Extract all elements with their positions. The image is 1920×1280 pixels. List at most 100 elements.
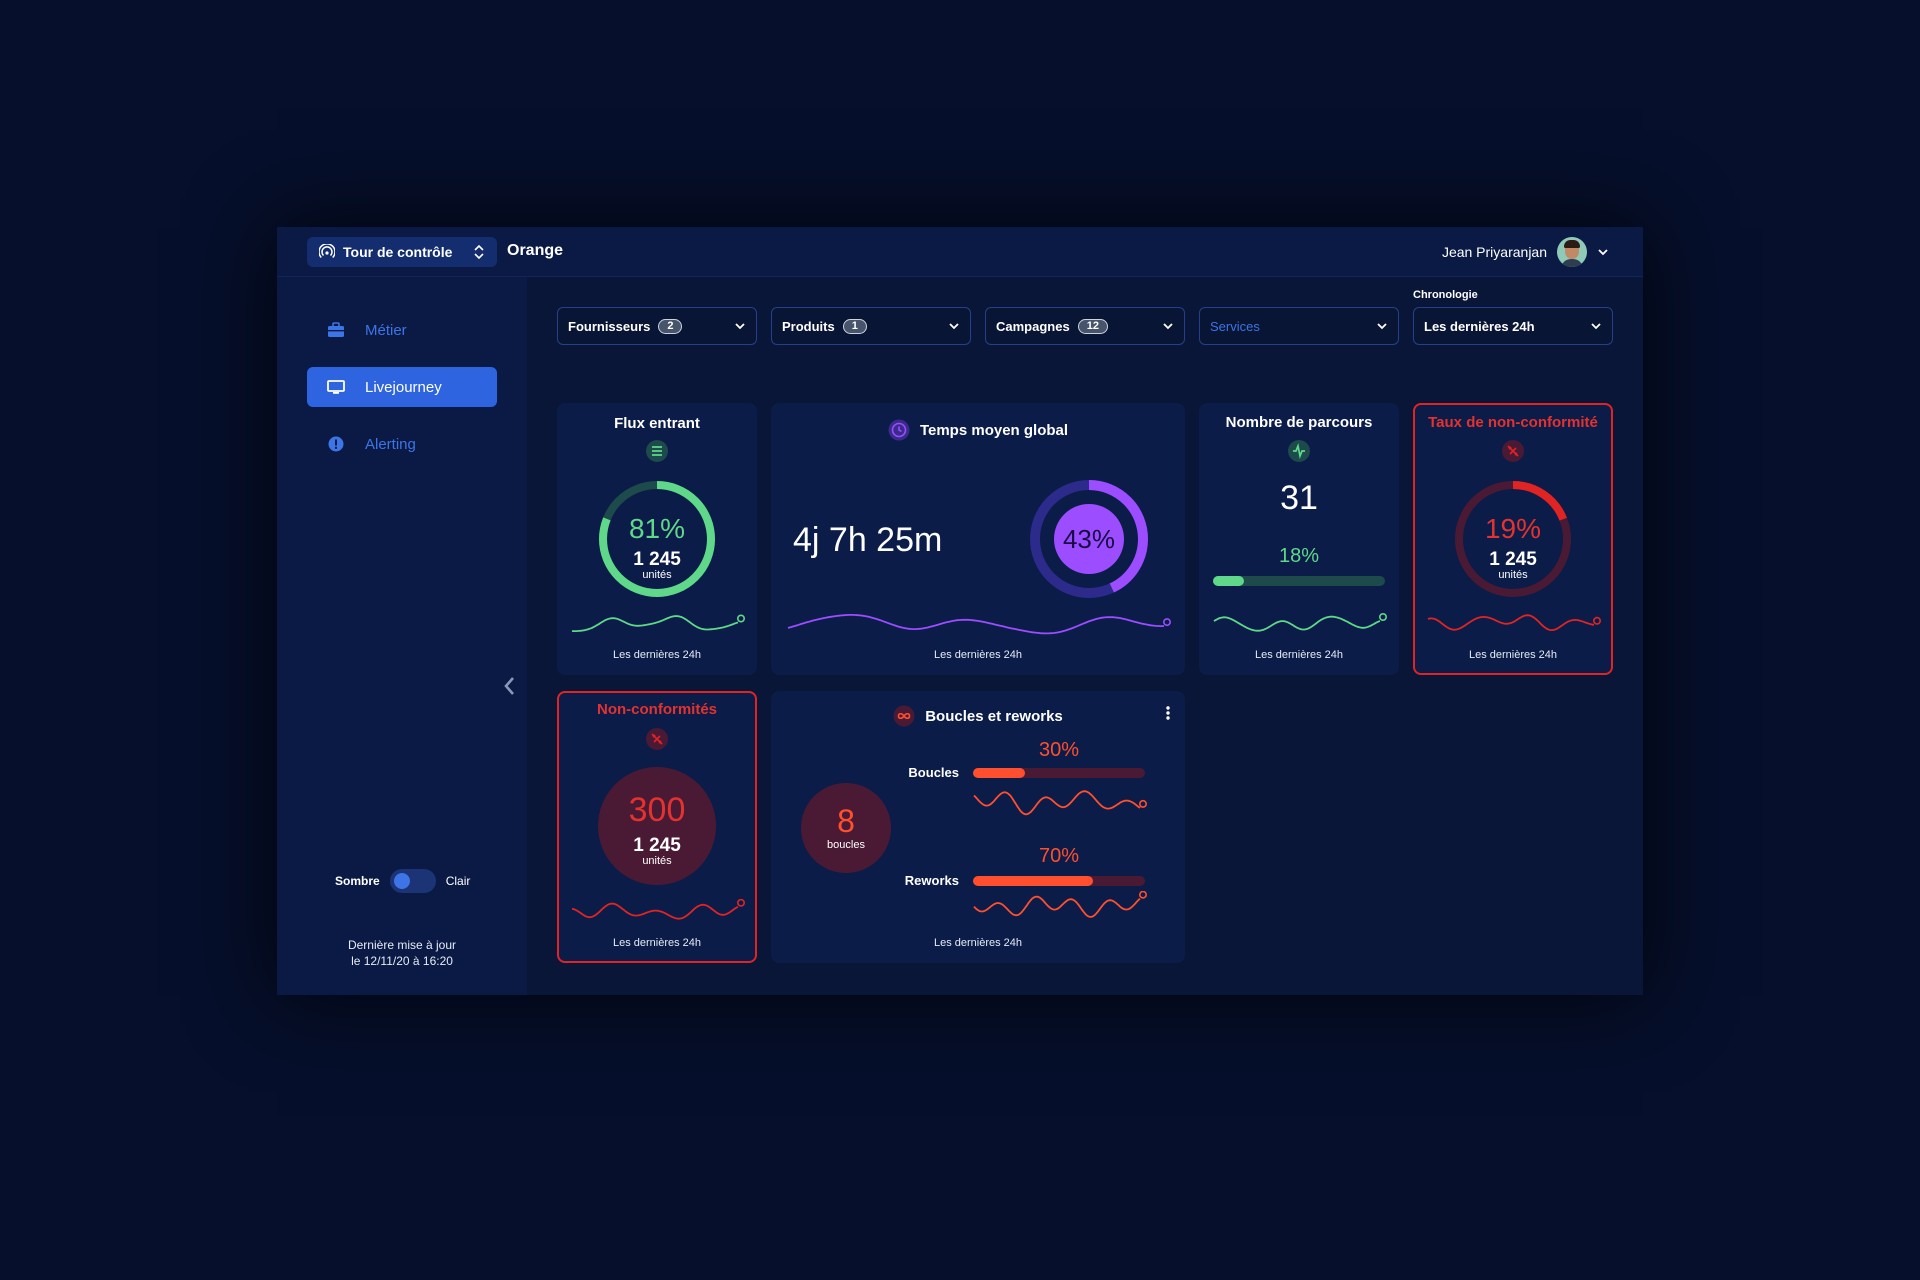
boucles-label: Boucles (908, 765, 959, 780)
boucles-sparkline (973, 790, 1147, 816)
alert-icon (328, 436, 344, 452)
pulse-icon (1288, 440, 1310, 462)
sidebar-item-label: Alerting (365, 435, 416, 453)
taux-unit: unités (1498, 569, 1528, 581)
app-window: Tour de contrôle Orange Jean Priyaranjan… (277, 227, 1643, 995)
card-footer: Les dernières 24h (612, 649, 702, 661)
flux-sparkline (571, 614, 745, 632)
sidebar-item-label: Métier (365, 321, 407, 339)
taux-percent: 19% (1484, 513, 1542, 544)
parcours-progress (1213, 576, 1385, 586)
broken-link-icon (1502, 440, 1524, 462)
sidebar-item-metier[interactable]: Métier (307, 310, 497, 350)
filter-label: Produits (782, 318, 835, 334)
flux-value: 1 245 (633, 549, 681, 570)
boucles-count-unit: boucles (827, 839, 865, 851)
card-title: Flux entrant (614, 415, 700, 432)
sidebar-item-alerting[interactable]: Alerting (307, 424, 497, 464)
chevron-left-icon[interactable] (502, 675, 518, 697)
card-footer: Les dernières 24h (1254, 649, 1344, 661)
sidebar-item-livejourney[interactable]: Livejourney (307, 367, 497, 407)
nonconf-sub: 1 245 (633, 835, 681, 856)
card-footer: Les dernières 24h (1468, 649, 1558, 661)
signal-icon (319, 244, 335, 259)
theme-switch: Sombre Clair (335, 869, 470, 893)
last-update-label: Dernière mise à jour (347, 938, 457, 952)
parcours-value: 31 (1280, 479, 1318, 517)
flux-percent: 81% (628, 513, 686, 544)
nonconf-unit: unités (642, 855, 672, 867)
temps-value: 4j 7h 25m (793, 521, 943, 559)
taux-value: 1 245 (1489, 549, 1537, 570)
reworks-progress (973, 876, 1145, 886)
temps-sparkline (787, 614, 1171, 635)
clock-icon (888, 419, 910, 441)
flux-unit: unités (642, 569, 672, 581)
reworks-percent: 70% (1038, 845, 1080, 867)
card-header: Boucles et reworks (771, 705, 1185, 727)
card-non-conformites[interactable]: Non-conformités 300 1 245 unités Les der… (557, 691, 757, 963)
card-footer: Les dernières 24h (933, 649, 1023, 661)
parcours-sparkline (1213, 613, 1387, 632)
card-boucles-reworks[interactable]: Boucles et reworks 8 boucles 30% Boucles… (771, 691, 1185, 963)
card-title: Nombre de parcours (1225, 414, 1373, 431)
chevron-updown-icon (474, 244, 484, 260)
taux-gauge (1455, 481, 1571, 597)
chevron-down-icon (735, 323, 745, 330)
filter-label: Campagnes (996, 318, 1070, 334)
briefcase-icon (328, 322, 344, 337)
app-switcher[interactable]: Tour de contrôle (307, 237, 497, 267)
filter-campagnes[interactable]: Campagnes 12 (985, 307, 1185, 345)
card-footer: Les dernières 24h (612, 937, 702, 949)
filter-label: Les dernières 24h (1424, 318, 1535, 334)
flux-gauge (599, 481, 715, 597)
filter-fournisseurs[interactable]: Fournisseurs 2 (557, 307, 757, 345)
card-title: Boucles et reworks (925, 707, 1063, 725)
theme-dark-label: Sombre (335, 874, 380, 888)
more-icon[interactable] (1165, 705, 1171, 721)
theme-light-label: Clair (445, 874, 471, 888)
last-update: Dernière mise à jour le 12/11/20 à 16:20 (277, 937, 527, 969)
list-icon (646, 440, 668, 462)
top-bar: Tour de contrôle Orange Jean Priyaranjan (277, 227, 1643, 277)
filter-produits[interactable]: Produits 1 (771, 307, 971, 345)
filter-count-badge: 2 (658, 318, 683, 334)
chevron-down-icon (1591, 323, 1601, 330)
nonconf-value: 300 (628, 791, 686, 829)
nonconf-sparkline (571, 899, 745, 920)
filter-chronologie[interactable]: Les dernières 24h (1413, 307, 1613, 345)
theme-toggle[interactable] (389, 869, 436, 893)
infinity-icon (893, 705, 915, 727)
card-header: Temps moyen global (771, 419, 1185, 441)
chevron-down-icon (1377, 323, 1387, 330)
boucles-circle (801, 783, 891, 873)
temps-gauge (1030, 480, 1148, 598)
boucles-count: 8 (837, 803, 855, 839)
sidebar: Métier Livejourney Alerting Sombre Clair… (277, 277, 527, 995)
filter-label: Services (1210, 318, 1260, 334)
avatar[interactable] (1557, 237, 1587, 267)
reworks-label: Reworks (904, 873, 959, 888)
monitor-icon (327, 380, 345, 394)
card-footer: Les dernières 24h (933, 937, 1023, 949)
app-name: Tour de contrôle (343, 244, 453, 260)
card-title: Non-conformités (597, 701, 717, 718)
chevron-down-icon[interactable] (1597, 246, 1609, 258)
card-flux-entrant[interactable]: Flux entrant 81% 1 245 unités Les derniè… (557, 403, 757, 675)
chevron-down-icon (1163, 323, 1173, 330)
card-taux-non-conformite[interactable]: Taux de non-conformité 19% 1 245 unités … (1413, 403, 1613, 675)
temps-percent: 43% (1062, 524, 1116, 554)
filter-services[interactable]: Services (1199, 307, 1399, 345)
boucles-progress (973, 768, 1145, 778)
card-nombre-parcours[interactable]: Nombre de parcours 31 18% Les dernières … (1199, 403, 1399, 675)
card-title: Temps moyen global (919, 421, 1069, 439)
nonconf-circle (598, 767, 716, 885)
org-name: Orange (507, 242, 564, 259)
user-menu[interactable]: Jean Priyaranjan (1442, 237, 1609, 267)
user-name: Jean Priyaranjan (1441, 244, 1547, 260)
filter-count-badge: 1 (842, 318, 867, 334)
filter-label: Fournisseurs (568, 318, 651, 334)
chevron-down-icon (949, 323, 959, 330)
parcours-percent: 18% (1278, 545, 1320, 567)
card-temps-moyen[interactable]: Temps moyen global 4j 7h 25m 43% Les der… (771, 403, 1185, 675)
